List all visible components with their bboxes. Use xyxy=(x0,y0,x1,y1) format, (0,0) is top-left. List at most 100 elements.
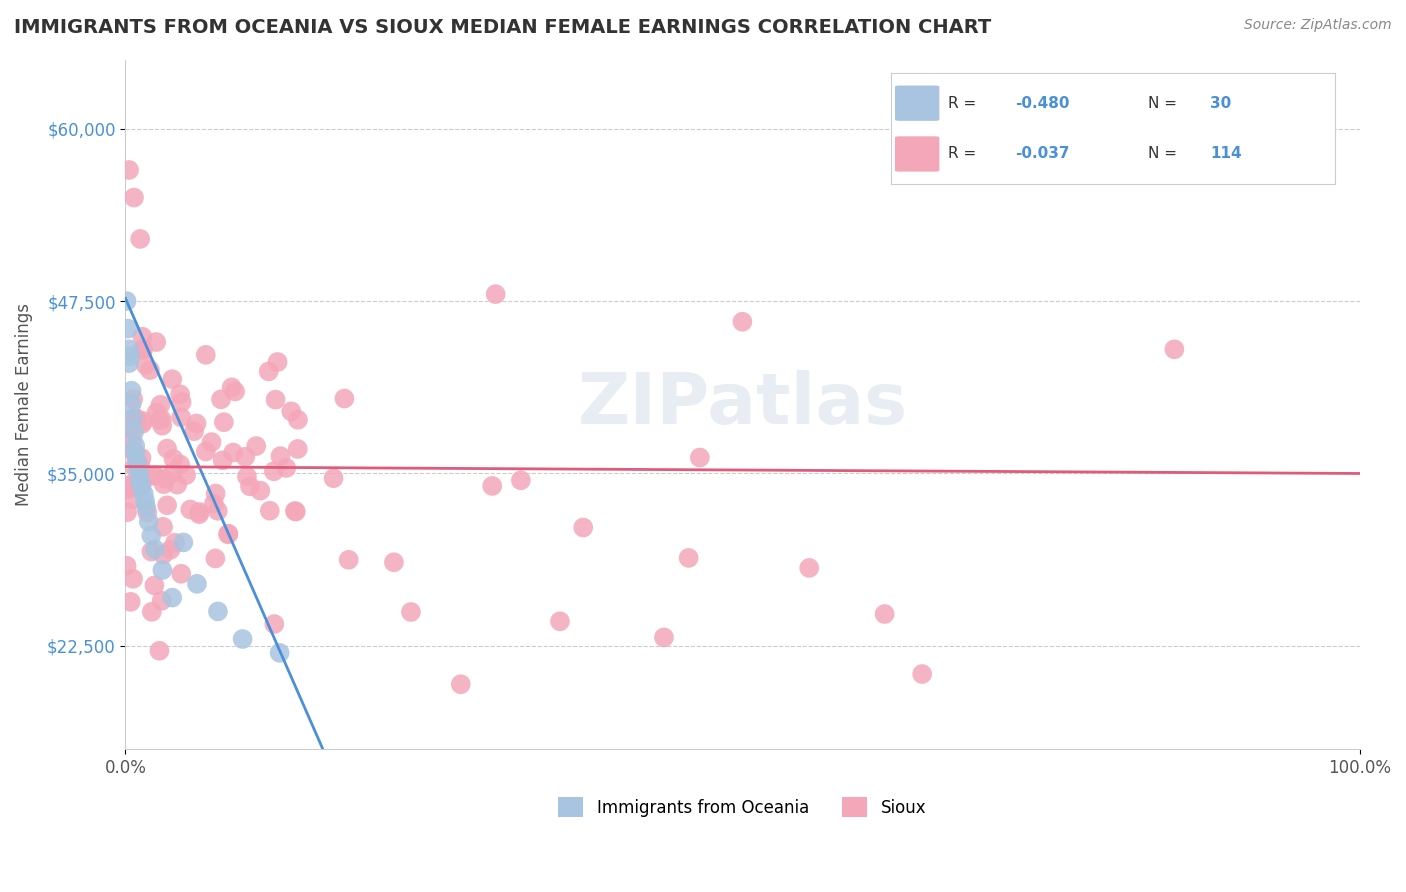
Point xyxy=(207,604,229,618)
Point xyxy=(132,343,155,357)
Point xyxy=(124,446,146,460)
Point xyxy=(259,504,281,518)
Point xyxy=(156,498,179,512)
Point xyxy=(121,384,143,398)
Point xyxy=(120,349,142,363)
Point xyxy=(125,452,148,467)
Point xyxy=(731,315,754,329)
Text: ZIPatlas: ZIPatlas xyxy=(578,370,907,439)
Point xyxy=(169,458,191,472)
Point xyxy=(138,515,160,529)
Point xyxy=(118,163,141,178)
Point xyxy=(221,380,243,394)
Point xyxy=(162,591,184,605)
Point xyxy=(481,479,503,493)
Point xyxy=(131,476,153,491)
Point xyxy=(799,561,821,575)
Point xyxy=(143,578,166,592)
Point xyxy=(169,387,191,401)
Point xyxy=(257,364,280,378)
Point xyxy=(276,461,298,475)
Text: Source: ZipAtlas.com: Source: ZipAtlas.com xyxy=(1244,18,1392,32)
Point xyxy=(211,453,233,467)
Text: IMMIGRANTS FROM OCEANIA VS SIOUX MEDIAN FEMALE EARNINGS CORRELATION CHART: IMMIGRANTS FROM OCEANIA VS SIOUX MEDIAN … xyxy=(14,18,991,37)
Point xyxy=(186,577,208,591)
Point xyxy=(232,632,254,646)
Point xyxy=(287,413,309,427)
Point xyxy=(224,384,246,399)
Point xyxy=(150,593,173,607)
Point xyxy=(122,392,145,406)
Point xyxy=(122,190,145,204)
Point xyxy=(166,477,188,491)
Point xyxy=(148,644,170,658)
Point xyxy=(204,486,226,500)
Point xyxy=(233,450,256,464)
Point xyxy=(170,566,193,581)
Point xyxy=(217,526,239,541)
Point xyxy=(139,363,162,377)
Point xyxy=(134,494,156,508)
Point xyxy=(509,473,531,487)
Point xyxy=(207,504,229,518)
Point xyxy=(163,535,186,549)
Point xyxy=(118,356,141,370)
Point xyxy=(141,605,163,619)
Point xyxy=(152,520,174,534)
Point xyxy=(264,392,287,407)
Point xyxy=(572,520,595,534)
Point xyxy=(115,483,138,497)
Point xyxy=(120,477,142,491)
Point xyxy=(284,504,307,518)
Point xyxy=(188,505,211,519)
Point xyxy=(172,535,194,549)
Point xyxy=(382,555,405,569)
Point xyxy=(124,460,146,475)
Point xyxy=(222,445,245,459)
Point xyxy=(155,472,177,486)
Point xyxy=(318,756,340,771)
Point xyxy=(121,492,143,507)
Y-axis label: Median Female Earnings: Median Female Earnings xyxy=(15,303,32,506)
Point xyxy=(118,479,141,493)
Point xyxy=(115,293,138,308)
Point xyxy=(249,483,271,498)
Point xyxy=(142,468,165,483)
Point xyxy=(209,392,232,407)
Point xyxy=(152,548,174,562)
Point xyxy=(127,459,149,474)
Point xyxy=(162,466,184,480)
Point xyxy=(239,479,262,493)
Point xyxy=(150,563,173,577)
Point xyxy=(145,405,167,419)
Point xyxy=(132,487,155,501)
Point xyxy=(287,442,309,456)
Point xyxy=(333,392,356,406)
Point xyxy=(122,572,145,586)
Point xyxy=(135,358,157,372)
Point xyxy=(136,506,159,520)
Point xyxy=(652,631,675,645)
Point xyxy=(150,412,173,426)
Point xyxy=(159,542,181,557)
Point xyxy=(245,439,267,453)
Point xyxy=(170,410,193,425)
Point xyxy=(121,397,143,411)
Point xyxy=(174,468,197,483)
Point xyxy=(149,413,172,427)
Point xyxy=(132,414,155,428)
Point xyxy=(911,667,934,681)
Point xyxy=(117,420,139,434)
Point xyxy=(150,418,173,433)
Point xyxy=(129,459,152,474)
Point xyxy=(115,558,138,573)
Point xyxy=(689,450,711,465)
Point xyxy=(186,417,208,431)
Point xyxy=(266,355,288,369)
Point xyxy=(118,343,141,357)
Point xyxy=(484,287,506,301)
Point xyxy=(117,321,139,335)
Point xyxy=(280,404,302,418)
Point xyxy=(263,617,285,632)
Point xyxy=(124,410,146,425)
